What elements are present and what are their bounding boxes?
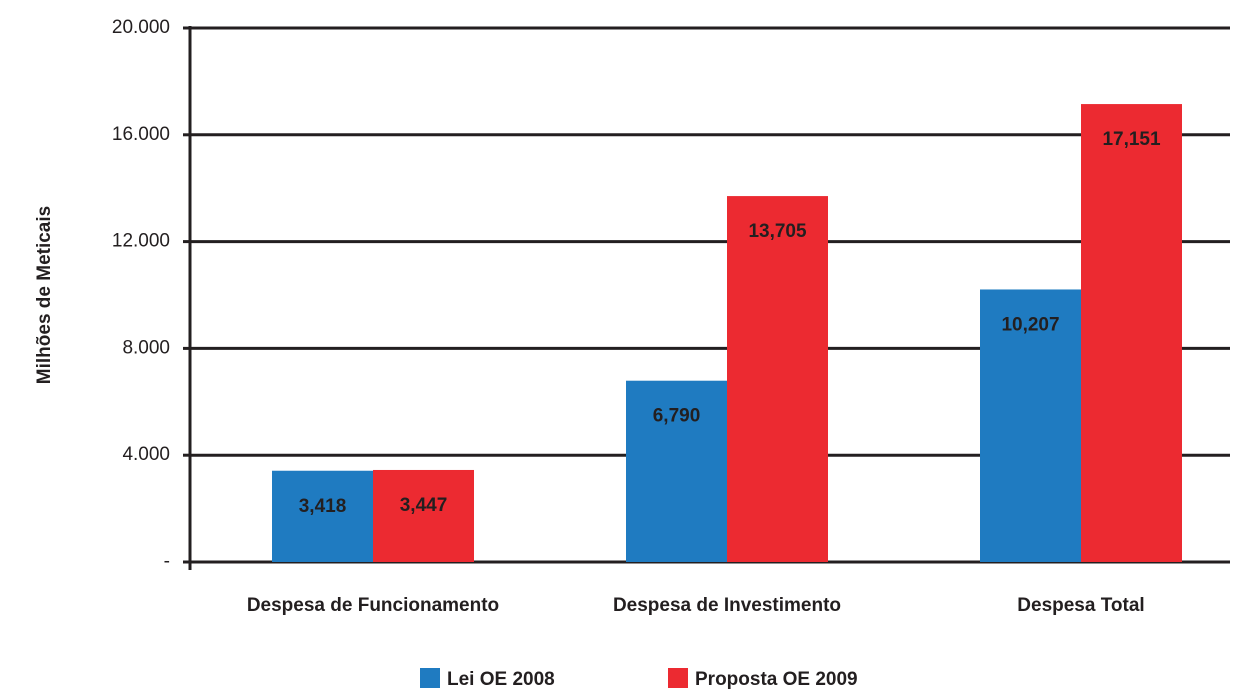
y-tick-label: 4.000 bbox=[122, 444, 170, 465]
y-tick-label: - bbox=[164, 551, 170, 572]
legend-swatch bbox=[668, 668, 688, 688]
value-label: 6,790 bbox=[653, 406, 701, 427]
y-tick-label: 8.000 bbox=[122, 337, 170, 358]
legend-swatch bbox=[420, 668, 440, 688]
legend-label: Proposta OE 2009 bbox=[695, 669, 858, 690]
value-label: 17,151 bbox=[1102, 129, 1161, 150]
x-tick-label: Despesa de Funcionamento bbox=[247, 595, 499, 616]
bar bbox=[727, 196, 828, 562]
y-tick-label: 12.000 bbox=[112, 231, 170, 252]
x-tick-label: Despesa Total bbox=[1017, 595, 1144, 616]
y-axis-label: Milhões de Meticais bbox=[34, 206, 55, 384]
y-tick-label: 16.000 bbox=[112, 124, 170, 145]
value-label: 3,447 bbox=[400, 495, 448, 516]
value-label: 3,418 bbox=[299, 496, 347, 517]
value-label: 13,705 bbox=[748, 221, 807, 242]
bar bbox=[272, 470, 373, 562]
bar bbox=[1081, 104, 1182, 562]
legend-label: Lei OE 2008 bbox=[447, 669, 555, 690]
bar bbox=[373, 469, 474, 562]
x-tick-label: Despesa de Investimento bbox=[613, 595, 841, 616]
bar bbox=[626, 380, 727, 562]
y-tick-label: 20.000 bbox=[112, 17, 170, 38]
bar bbox=[980, 289, 1081, 562]
value-label: 10,207 bbox=[1001, 314, 1059, 335]
